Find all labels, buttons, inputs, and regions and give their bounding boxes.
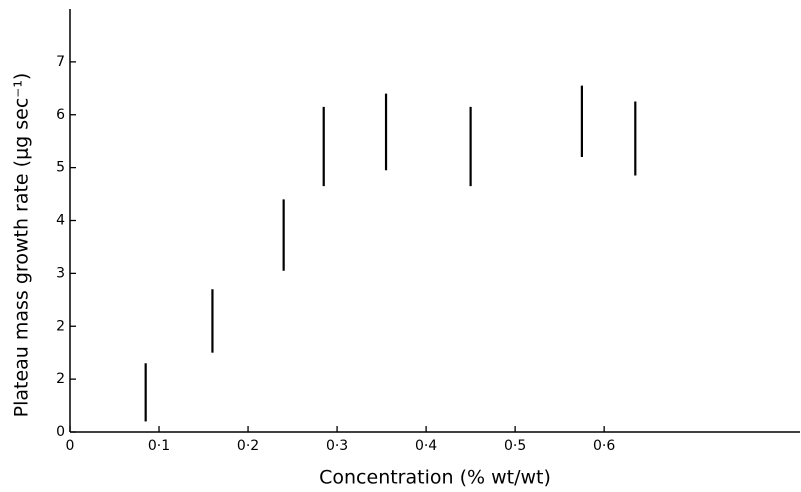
y-axis-title: Plateau mass growth rate (μg sec⁻¹) <box>11 73 33 418</box>
y-tick-label: 5 <box>56 160 65 176</box>
y-tick-label: 2 <box>56 371 65 387</box>
y-tick-label: 6 <box>56 107 65 123</box>
x-tick-label: 0·3 <box>326 438 348 454</box>
x-tick-label: 0 <box>66 438 75 454</box>
x-tick-label: 0·2 <box>237 438 259 454</box>
y-tick-label: 4 <box>56 213 65 229</box>
x-tick-label: 0·1 <box>148 438 170 454</box>
y-tick-label: 0 <box>56 424 65 440</box>
y-tick-label: 3 <box>56 265 65 281</box>
x-axis-title: Concentration (% wt/wt) <box>319 467 551 489</box>
x-tick-label: 0·5 <box>504 438 526 454</box>
y-tick-label: 2 <box>56 318 65 334</box>
x-tick-label: 0·4 <box>415 438 437 454</box>
x-tick-label: 0·6 <box>593 438 615 454</box>
y-tick-label: 7 <box>56 54 65 70</box>
